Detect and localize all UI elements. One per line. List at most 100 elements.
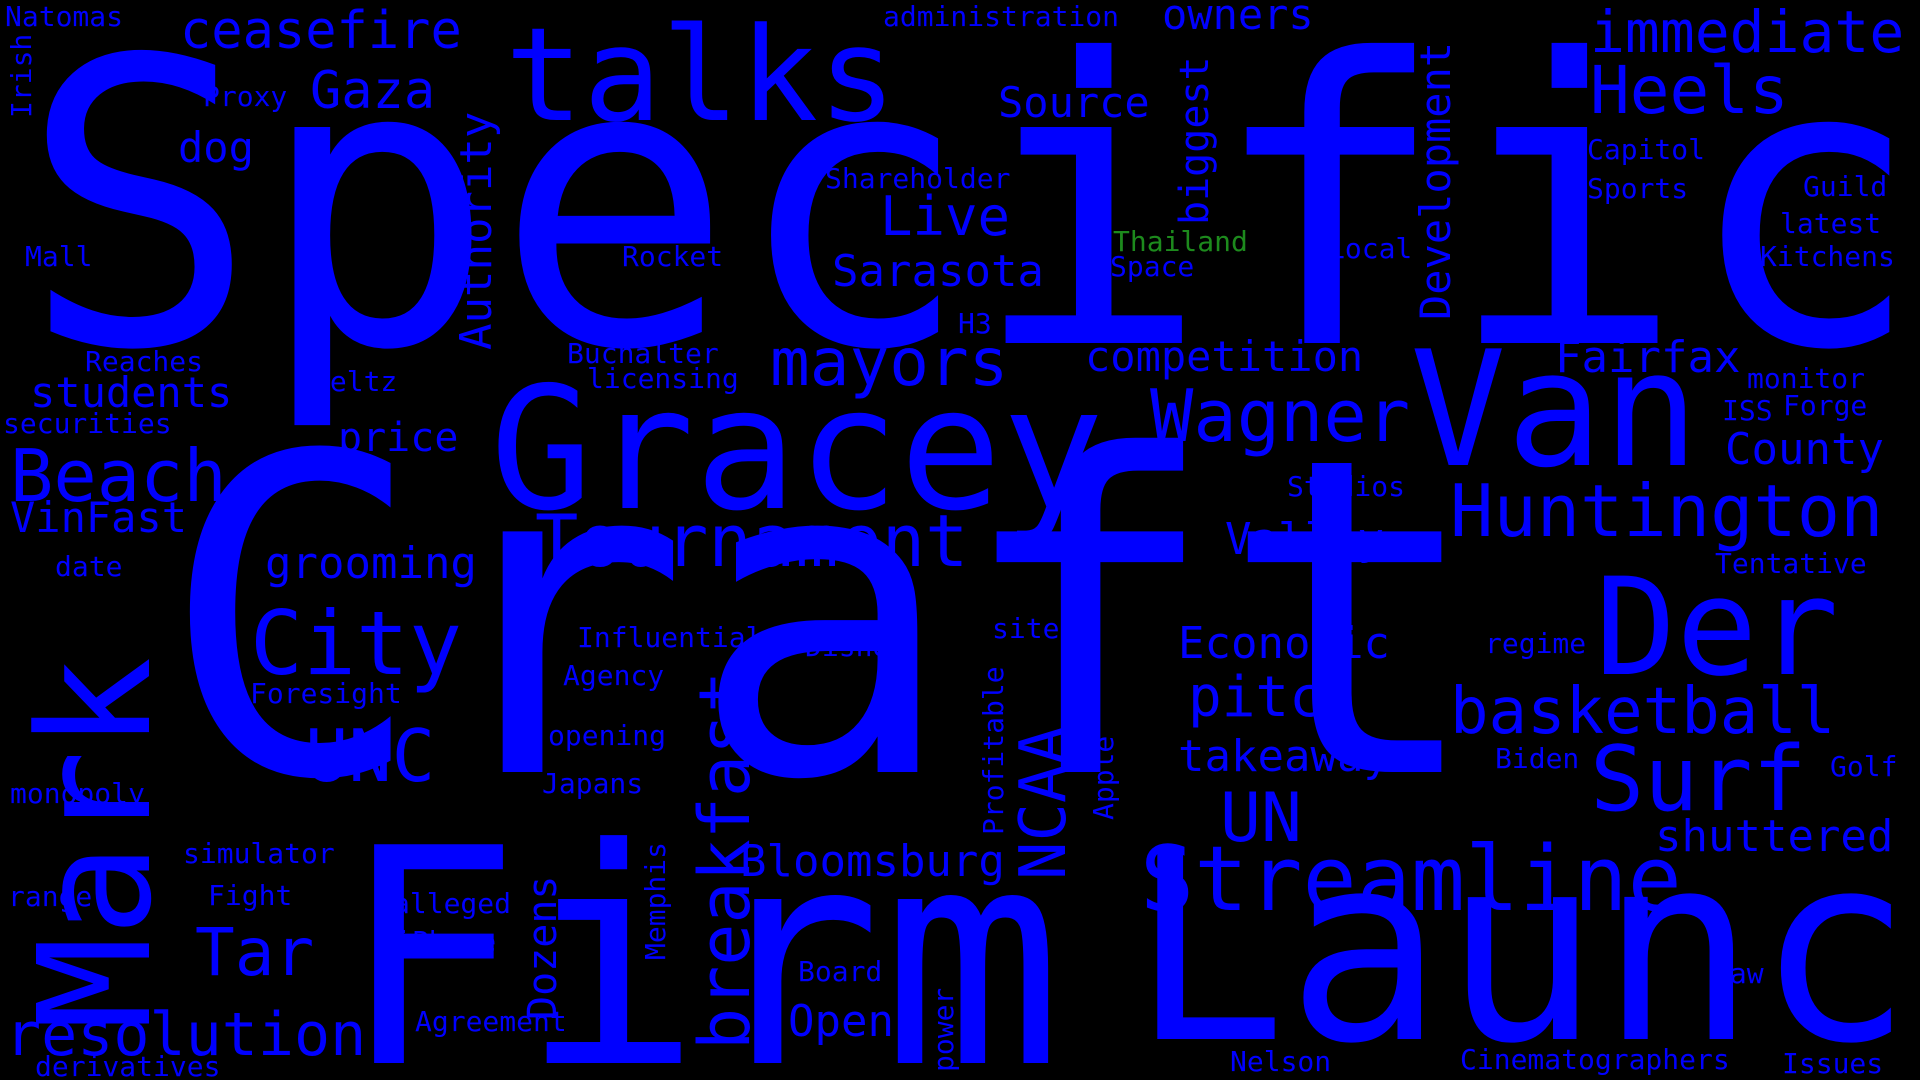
- word-tar: Tar: [195, 914, 315, 991]
- word-foresight: Foresight: [250, 677, 402, 710]
- word-local: Local: [1328, 232, 1413, 265]
- word-wagner: Wagner: [1150, 374, 1411, 458]
- word-biggest: biggest: [1172, 56, 1218, 225]
- word-tentative: Tentative: [1715, 547, 1867, 580]
- word-immediate: immediate: [1590, 0, 1905, 66]
- word-ncaa: NCAA: [1007, 725, 1081, 880]
- word-buchalter: Buchalter: [567, 337, 719, 370]
- word-owners: owners: [1162, 0, 1314, 39]
- word-agreement: Agreement: [415, 1005, 567, 1038]
- word-craft: Craft: [160, 364, 1485, 876]
- word-studios: Studios: [1287, 470, 1406, 503]
- word-gracey: Gracey: [490, 351, 1105, 549]
- word-resolution: resolution: [5, 1000, 367, 1070]
- word-county: County: [1725, 424, 1884, 475]
- word-agency: Agency: [563, 659, 665, 692]
- word-surf: Surf: [1590, 727, 1807, 832]
- word-mark: Mark: [5, 656, 186, 1030]
- word-site: site: [992, 612, 1060, 645]
- word-sports: Sports: [1587, 172, 1689, 205]
- word-fairfax: Fairfax: [1555, 332, 1741, 383]
- word-vinfast: VinFast: [10, 493, 188, 542]
- word-irish: Irish: [5, 33, 38, 118]
- word-reaches: Reaches: [85, 345, 204, 378]
- word-huntington: Huntington: [1450, 469, 1884, 553]
- word-shareholder: Shareholder: [825, 162, 1011, 195]
- word-power: power: [927, 987, 960, 1072]
- word-van: Van: [1410, 316, 1699, 503]
- word-shuttered: shuttered: [1655, 811, 1894, 862]
- word-unc: UNC: [305, 714, 436, 798]
- word-opening: opening: [548, 719, 667, 752]
- word-heels: Heels: [1590, 52, 1789, 129]
- word-capitol: Capitol: [1587, 133, 1706, 166]
- word-golf: Golf: [1830, 750, 1898, 783]
- word-alleged: alleged: [393, 887, 512, 920]
- word-students: students: [30, 368, 233, 417]
- word-tournament: Tournament: [535, 499, 969, 583]
- word-grooming: grooming: [265, 538, 477, 589]
- word-live: Live: [880, 185, 1011, 248]
- word-un: UN: [1220, 779, 1302, 858]
- word-securities: securities: [3, 407, 172, 440]
- word-talks: talks: [505, 0, 897, 151]
- word-administration: administration: [883, 0, 1120, 33]
- word-nelson: Nelson: [1230, 1045, 1332, 1078]
- word-profitable: Profitable: [977, 666, 1010, 835]
- word-monopoly: monopoly: [10, 777, 145, 810]
- word-beach: Beach: [10, 434, 227, 518]
- word-development: Development: [1411, 41, 1460, 320]
- word-streamline: Streamline: [1140, 827, 1682, 932]
- word-fight: Fight: [208, 879, 293, 912]
- word-iphone: iPhone: [395, 925, 497, 958]
- word-open: Open: [788, 996, 894, 1047]
- word-economic: Economic: [1178, 618, 1390, 669]
- word-dog: dog: [178, 123, 254, 172]
- word-board: Board: [798, 955, 883, 988]
- word-rocket: Rocket: [622, 240, 724, 273]
- word-memphis: Memphis: [639, 841, 672, 960]
- word-sarasota: Sarasota: [832, 246, 1044, 297]
- word-latest: latest: [1780, 207, 1882, 240]
- word-mayors: mayors: [770, 324, 1009, 401]
- word-guild: Guild: [1803, 170, 1888, 203]
- word-influential: Influential: [577, 621, 763, 654]
- word-issues: Issues: [1782, 1047, 1884, 1080]
- word-authority: Authority: [451, 111, 502, 350]
- word-der: Der: [1595, 549, 1839, 706]
- word-date: date: [55, 550, 123, 583]
- word-h3: H3: [958, 307, 992, 340]
- word-source: Source: [998, 78, 1150, 127]
- word-natomas: Natomas: [5, 0, 124, 33]
- word-proxy: Proxy: [203, 80, 288, 113]
- word-basketball: basketball: [1450, 675, 1836, 749]
- word-gaza: Gaza: [310, 61, 436, 121]
- word-valley: Valley: [1225, 514, 1384, 565]
- word-simulator: simulator: [183, 837, 335, 870]
- word-biden: Biden: [1495, 742, 1580, 775]
- word-pitch: pitch: [1188, 665, 1357, 730]
- word-space: Space: [1110, 250, 1195, 283]
- word-firm: Firm: [340, 785, 1063, 1080]
- word-peltz: Peltz: [313, 365, 398, 398]
- word-licensing: licensing: [587, 362, 739, 395]
- word-forge: Forge: [1783, 389, 1868, 422]
- word-dozens: Dozens: [520, 875, 566, 1021]
- word-specific: Specific: [20, 0, 1920, 437]
- word-monitor: monitor: [1747, 362, 1866, 395]
- word-price: price: [338, 415, 459, 461]
- word-japans: Japans: [542, 767, 644, 800]
- word-takeaway: takeaway: [1178, 731, 1390, 782]
- word-ceasefire: ceasefire: [180, 1, 462, 61]
- word-cinematographers: Cinematographers: [1460, 1043, 1730, 1076]
- word-regime: regime: [1485, 627, 1587, 660]
- word-disney: Disney: [805, 630, 907, 663]
- word-launch: Launch: [1130, 799, 1920, 1080]
- word-bloomsburg: Bloomsburg: [740, 836, 1005, 887]
- word-iss: ISS: [1722, 394, 1773, 427]
- word-law: law: [1713, 957, 1764, 990]
- word-city: City: [250, 592, 462, 695]
- word-range: range: [8, 880, 93, 913]
- word-thailand: Thailand: [1113, 225, 1248, 258]
